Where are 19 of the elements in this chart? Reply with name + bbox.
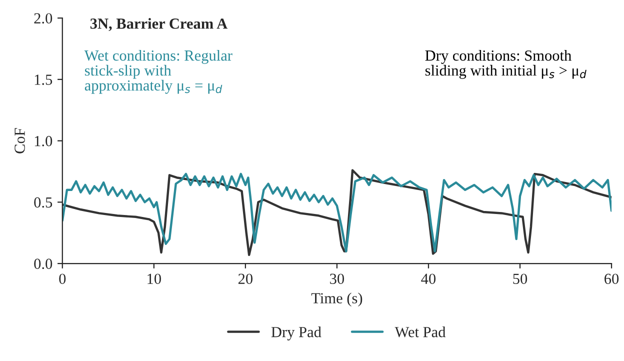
x-tick-label: 20 (238, 274, 252, 284)
y-tick-label: 0.5 (34, 197, 52, 208)
y-tick-label: 1.5 (34, 74, 52, 85)
x-tick-label: 40 (421, 274, 436, 284)
x-tick-label: 0 (59, 274, 66, 284)
x-tick-label: 30 (330, 274, 344, 284)
chart-title: 3N, Barrier Cream A (90, 18, 228, 32)
x-axis-title: Time (s) (311, 292, 362, 307)
legend-label: Dry Pad (271, 326, 322, 340)
x-tick-label: 60 (604, 274, 619, 284)
y-tick-label: 1.0 (34, 136, 52, 146)
x-tick-label: 50 (513, 274, 528, 284)
x-tick-label: 10 (148, 274, 161, 284)
annotation: Dry conditions: Smooth sliding with initial μ$_{s}$ > μ$_{d}$ (425, 50, 586, 79)
annotation: Wet conditions: Regular stick-slip with approximately μ$_{s}$ = μ$_{d}$ (84, 50, 232, 94)
y-tick-label: 0.0 (34, 258, 52, 270)
y-axis-title: CoF (14, 128, 25, 154)
y-tick-label: 2.0 (34, 13, 52, 24)
legend-label: Wet Pad (394, 326, 446, 338)
